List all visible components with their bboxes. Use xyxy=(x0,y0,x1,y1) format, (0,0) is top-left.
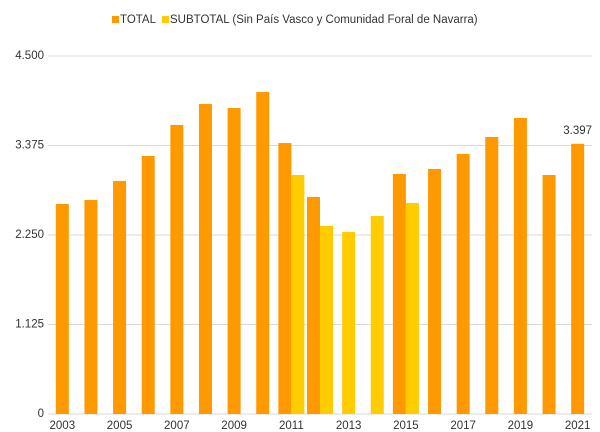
bar xyxy=(256,92,270,414)
bar xyxy=(571,143,585,415)
value-label: 3.397 xyxy=(563,125,592,137)
legend-swatch xyxy=(112,16,119,23)
bar xyxy=(405,203,419,414)
bar xyxy=(456,154,470,414)
bar xyxy=(428,168,442,414)
x-tick-label: 2013 xyxy=(336,420,362,432)
bar xyxy=(55,203,69,414)
x-tick-label: 2021 xyxy=(565,420,591,432)
y-tick-label: 3.375 xyxy=(15,140,44,152)
bar xyxy=(113,180,127,414)
x-tick-label: 2003 xyxy=(50,420,76,432)
bar xyxy=(278,143,292,414)
x-tick-label: 2019 xyxy=(508,420,534,432)
x-tick-label: 2005 xyxy=(107,420,133,432)
bar xyxy=(170,124,184,414)
bar xyxy=(84,199,98,414)
bar xyxy=(141,156,155,414)
x-tick-label: 2017 xyxy=(450,420,476,432)
bar xyxy=(291,175,305,414)
bar xyxy=(513,117,527,414)
bar xyxy=(342,231,356,414)
x-tick-label: 2009 xyxy=(221,420,247,432)
bar xyxy=(227,108,241,415)
y-tick-label: 2.250 xyxy=(15,229,44,241)
x-tick-label: 2015 xyxy=(393,420,419,432)
y-tick-label: 1.125 xyxy=(15,319,44,331)
bar xyxy=(370,215,384,414)
x-tick-label: 2011 xyxy=(279,420,304,432)
legend-swatch xyxy=(162,16,169,23)
y-tick-label: 0 xyxy=(38,408,44,420)
bar xyxy=(485,136,499,414)
bar xyxy=(307,196,320,414)
y-tick-label: 4.500 xyxy=(15,50,44,62)
bar xyxy=(542,175,556,414)
x-tick-label: 2007 xyxy=(164,420,190,432)
bar xyxy=(320,226,333,414)
bar xyxy=(198,103,212,415)
bar xyxy=(392,173,406,414)
legend-label: TOTAL xyxy=(120,14,157,26)
legend-label: SUBTOTAL (Sin País Vasco y Comunidad For… xyxy=(170,14,478,26)
